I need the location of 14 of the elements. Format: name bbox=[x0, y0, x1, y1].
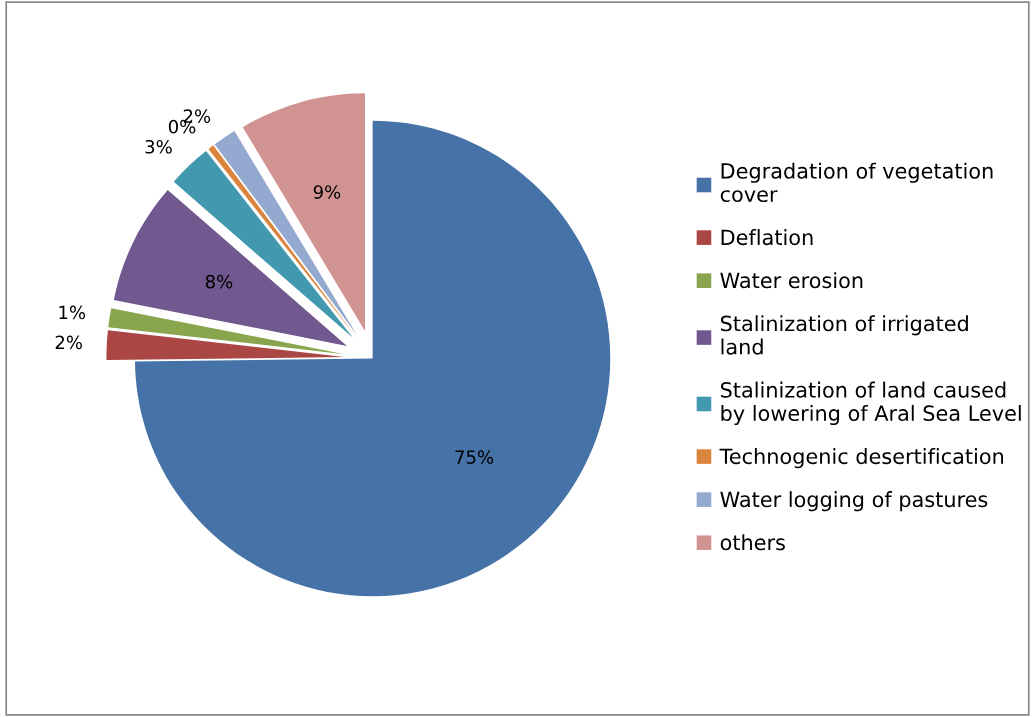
data-label: 8% bbox=[205, 274, 233, 289]
legend-label: Deflation bbox=[721, 229, 813, 246]
data-label: 2% bbox=[55, 335, 83, 350]
legend-label: Stalinization of land caused by lowering of Aral Sea Level bbox=[720, 381, 1021, 426]
data-label: 3% bbox=[145, 139, 172, 154]
data-label: 75% bbox=[455, 450, 494, 464]
legend-label: others bbox=[720, 534, 785, 551]
legend-label: Degradation of vegetation cover bbox=[720, 162, 993, 203]
legend-label: Water logging of pastures bbox=[720, 491, 988, 512]
legend-label: Water erosion bbox=[720, 272, 863, 289]
data-label: 9% bbox=[313, 185, 341, 199]
legend-label: Stalinization of irrigated land bbox=[720, 315, 968, 355]
data-label: 1% bbox=[59, 305, 86, 320]
legend-label: Technogenic desertification bbox=[719, 448, 1004, 469]
